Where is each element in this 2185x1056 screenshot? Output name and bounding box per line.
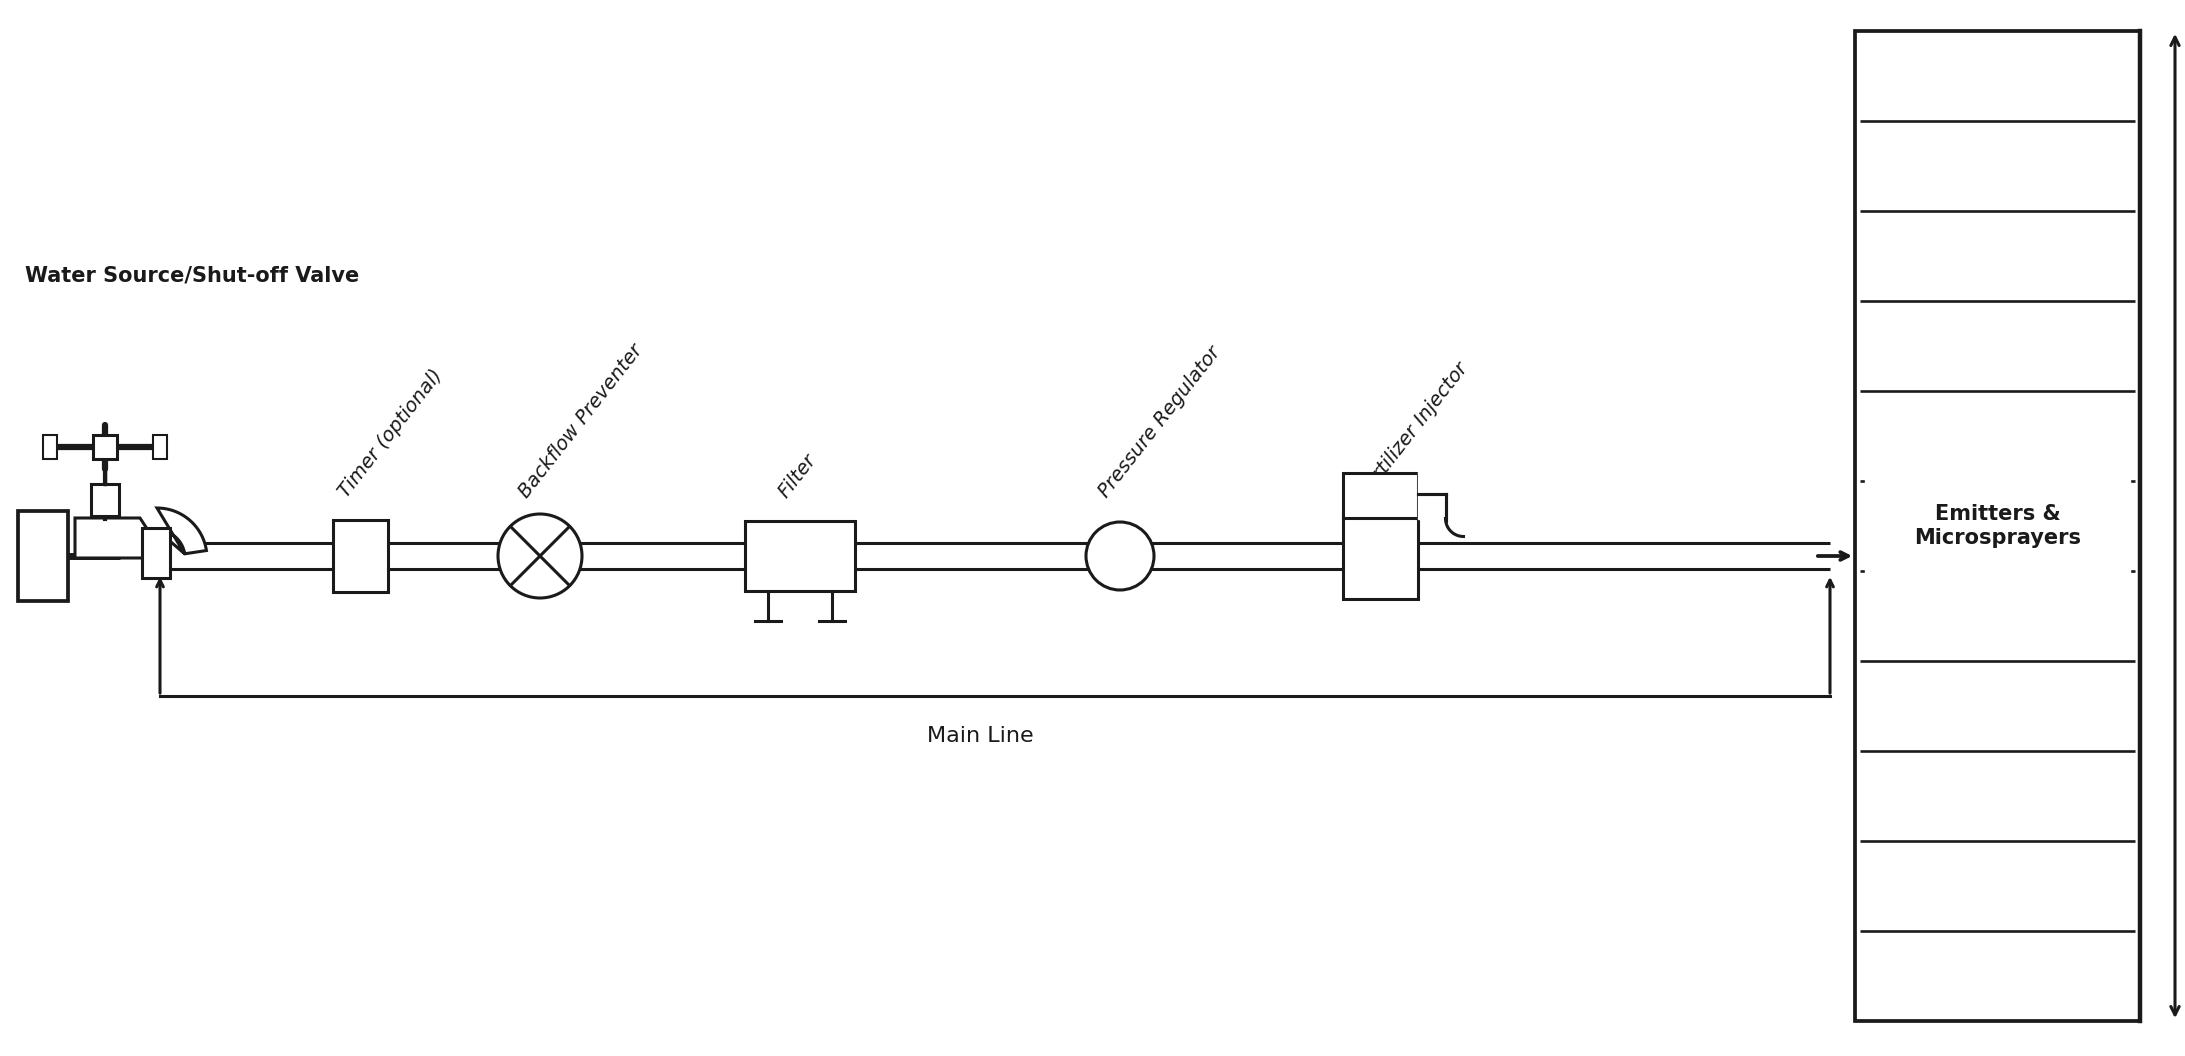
Text: Backflow Preventer: Backflow Preventer [516, 340, 647, 501]
Circle shape [1086, 522, 1154, 590]
Bar [1342, 513, 1418, 599]
Bar [1342, 473, 1418, 518]
Bar [745, 521, 854, 591]
Bar [44, 435, 57, 459]
Polygon shape [74, 518, 155, 558]
Bar [142, 528, 170, 578]
Text: Water Source/Shut-off Valve: Water Source/Shut-off Valve [24, 266, 358, 286]
Bar [1418, 461, 1462, 520]
Text: Timer (optional): Timer (optional) [334, 365, 446, 501]
Text: Filter: Filter [776, 450, 822, 501]
Bar [92, 484, 118, 516]
Bar [1866, 416, 2130, 636]
Bar [17, 511, 68, 601]
Text: Pressure Regulator: Pressure Regulator [1095, 343, 1224, 501]
Bar [332, 520, 387, 592]
Polygon shape [157, 508, 205, 553]
Text: Fertilizer Injector: Fertilizer Injector [1355, 359, 1473, 501]
Bar [94, 435, 118, 459]
Bar [745, 521, 854, 591]
Bar [332, 520, 387, 592]
Bar [153, 435, 166, 459]
Circle shape [498, 514, 581, 598]
Text: Emitters &
Microsprayers: Emitters & Microsprayers [1914, 505, 2080, 548]
Bar [1342, 513, 1418, 599]
Text: Main Line: Main Line [926, 727, 1034, 746]
Bar [1855, 31, 2139, 1021]
